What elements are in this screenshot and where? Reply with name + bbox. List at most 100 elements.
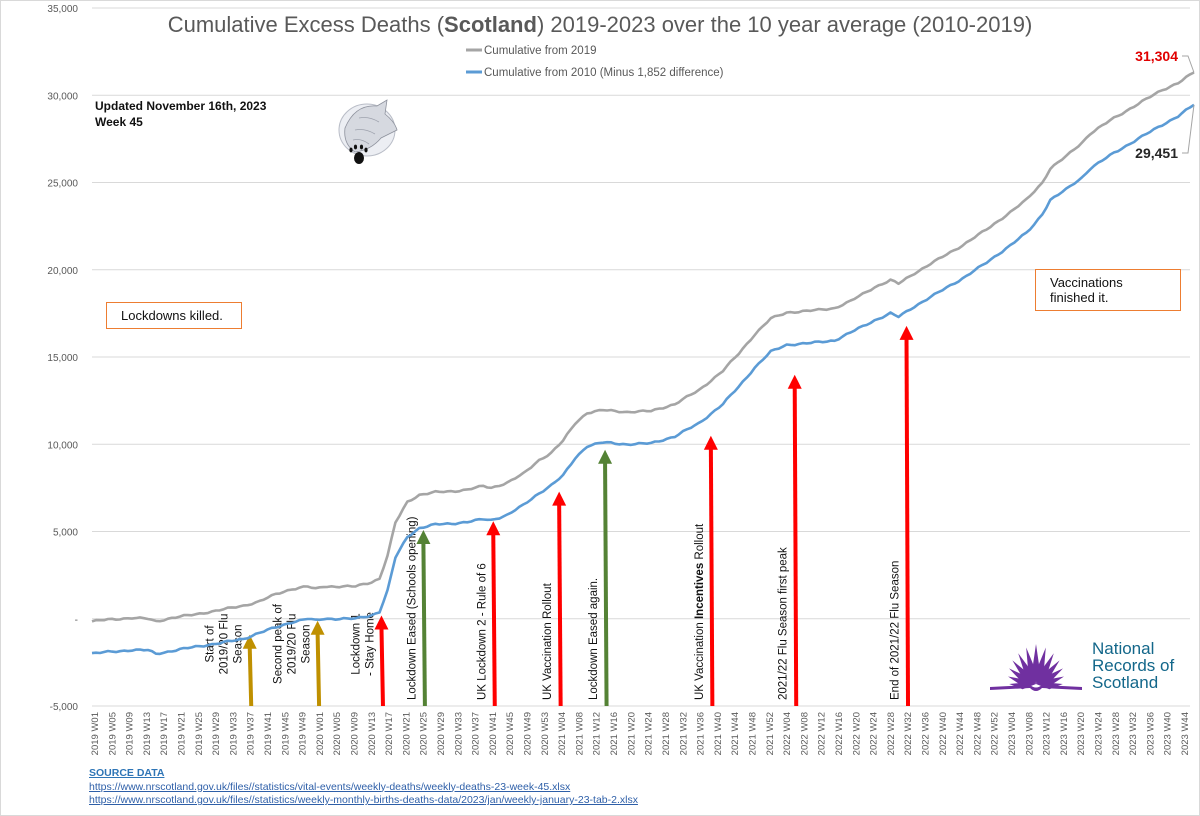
callout-vaccinations: Vaccinations finished it. bbox=[1035, 269, 1181, 311]
x-tick-label: 2022 W44 bbox=[955, 712, 966, 755]
x-tick-label: 2023 W28 bbox=[1111, 712, 1122, 755]
x-tick-label: 2021 W24 bbox=[644, 712, 655, 755]
arrow-head-icon bbox=[486, 521, 501, 536]
arrow-shaft bbox=[603, 461, 609, 707]
updated-date: Updated November 16th, 2023 bbox=[95, 99, 267, 113]
x-axis-ticks: 2019 W01 2019 W05 2019 W09 2019 W13 2019 W17… bbox=[90, 712, 1191, 755]
updated-week: Week 45 bbox=[95, 115, 143, 129]
x-tick-label: 2019 W41 bbox=[263, 712, 274, 755]
series-lines bbox=[91, 71, 1195, 656]
legend-label-gray: Cumulative from 2019 bbox=[484, 45, 597, 57]
leader-line bbox=[1181, 55, 1195, 73]
x-tick-label: 2022 W12 bbox=[817, 712, 828, 755]
arrow-head-icon bbox=[416, 530, 431, 545]
annotation-line: End of 2021/22 Flu Season bbox=[890, 561, 902, 700]
x-tick-label: 2022 W48 bbox=[972, 712, 983, 755]
x-tick-label: 2019 W21 bbox=[177, 712, 188, 755]
y-tick-label: 35,000 bbox=[47, 4, 78, 15]
x-tick-label: 2021 W12 bbox=[592, 712, 603, 755]
annotation-label: 2021/22 Flu Season first peak bbox=[778, 547, 790, 700]
x-tick-label: 2023 W24 bbox=[1093, 712, 1104, 755]
annotation-arrow: Lockdown 1- Stay Home bbox=[350, 612, 389, 707]
arrow-shaft bbox=[379, 627, 385, 707]
logo-petal bbox=[1036, 653, 1054, 684]
callout-lockdowns: Lockdowns killed. bbox=[106, 302, 242, 329]
annotation-label: Lockdown 1- Stay Home bbox=[350, 612, 376, 676]
x-tick-label: 2019 W01 bbox=[90, 712, 101, 755]
x-tick-label: 2023 W44 bbox=[1180, 712, 1191, 755]
x-tick-label: 2020 W33 bbox=[453, 712, 464, 755]
x-tick-label: 2019 W05 bbox=[107, 712, 118, 755]
nrs-line-3: Scotland bbox=[1092, 673, 1159, 692]
title-part-1: Cumulative Excess Deaths ( bbox=[168, 12, 445, 37]
nrs-logo-text: National Records of Scotland bbox=[1092, 640, 1174, 691]
x-tick-label: 2023 W36 bbox=[1145, 712, 1156, 755]
x-tick-label: 2023 W20 bbox=[1076, 712, 1087, 755]
annotation-arrow: Lockdown Eased (Schools opening) bbox=[406, 516, 431, 707]
annotation-line: - Stay Home bbox=[364, 612, 376, 676]
gridlines bbox=[92, 7, 1190, 707]
x-tick-label: 2021 W08 bbox=[574, 712, 585, 755]
x-tick-label: 2022 W28 bbox=[886, 712, 897, 755]
annotation-label: End of 2021/22 Flu Season bbox=[890, 561, 902, 700]
wolf-image bbox=[338, 99, 398, 164]
arrow-shaft bbox=[904, 337, 911, 707]
end-label-from-2010: 29,451 bbox=[1135, 145, 1178, 161]
x-tick-label: 2020 W13 bbox=[367, 712, 378, 755]
logo-petal bbox=[1036, 676, 1064, 686]
arrow-shaft bbox=[491, 533, 497, 707]
annotation-segment: Rollout bbox=[694, 523, 706, 563]
x-tick-label: 2021 W04 bbox=[557, 712, 568, 755]
series-line-from-2019 bbox=[91, 71, 1195, 623]
x-tick-label: 2019 W25 bbox=[194, 712, 205, 755]
annotation-line: UK Vaccination Rollout bbox=[542, 582, 554, 700]
arrow-shaft bbox=[792, 386, 799, 707]
annotation-arrow: UK Vaccination Rollout bbox=[542, 491, 567, 707]
x-tick-label: 2021 W28 bbox=[661, 712, 672, 755]
source-link-2[interactable]: https://www.nrscotland.gov.uk/files//sta… bbox=[89, 794, 638, 806]
x-tick-label: 2022 W04 bbox=[782, 712, 793, 755]
x-tick-label: 2022 W20 bbox=[851, 712, 862, 755]
annotation-arrow: Start of 2019/20 Flu Season bbox=[205, 614, 257, 707]
x-tick-label: 2020 W53 bbox=[540, 712, 551, 755]
x-tick-label: 2020 W49 bbox=[523, 712, 534, 755]
x-tick-label: 2022 W24 bbox=[869, 712, 880, 755]
source-link-1[interactable]: https://www.nrscotland.gov.uk/files//sta… bbox=[89, 780, 571, 793]
annotation-segment: Incentives bbox=[694, 563, 706, 619]
nrs-logo-icon bbox=[990, 644, 1082, 691]
x-tick-label: 2019 W13 bbox=[142, 712, 153, 755]
end-label-from-2019: 31,304 bbox=[1135, 48, 1178, 64]
annotation-arrow: End of 2021/22 Flu Season bbox=[890, 325, 914, 707]
annotation-arrow: Second peak of 2019/20 Flu Season bbox=[273, 603, 325, 707]
x-tick-label: 2022 W08 bbox=[799, 712, 810, 755]
end-labels: 31,304 29,451 bbox=[1135, 48, 1195, 161]
x-tick-label: 2019 W49 bbox=[298, 712, 309, 755]
logo-petal bbox=[1026, 647, 1036, 684]
title-part-3: ) 2019-2023 over the 10 year average (20… bbox=[537, 12, 1032, 37]
arrow-shaft bbox=[708, 447, 715, 707]
nrs-line-1: National bbox=[1092, 639, 1155, 658]
x-tick-label: 2023 W08 bbox=[1024, 712, 1035, 755]
chart-title: Cumulative Excess Deaths (Scotland) 2019… bbox=[168, 12, 1033, 37]
y-axis-ticks: -5,000-5,00010,00015,00020,00025,00030,0… bbox=[47, 4, 78, 713]
x-tick-label: 2023 W32 bbox=[1128, 712, 1139, 755]
x-tick-label: 2020 W25 bbox=[419, 712, 430, 755]
annotation-label: Lockdown Eased again. bbox=[588, 578, 600, 700]
annotation-line: 2019/20 Flu bbox=[219, 614, 231, 675]
arrow-head-icon bbox=[598, 449, 613, 464]
arrow-shaft bbox=[557, 503, 563, 707]
x-tick-label: 2019 W09 bbox=[125, 712, 136, 755]
arrow-head-icon bbox=[310, 620, 325, 635]
y-tick-label: 15,000 bbox=[47, 353, 78, 364]
annotation-line: Lockdown Eased again. bbox=[588, 578, 600, 700]
y-tick-label: - bbox=[75, 615, 78, 626]
updated-note: Updated November 16th, 2023 Week 45 bbox=[95, 98, 266, 130]
x-tick-label: 2019 W37 bbox=[246, 712, 257, 755]
annotation-line: Second peak of bbox=[273, 603, 285, 684]
arrow-shaft bbox=[421, 541, 427, 707]
annotation-arrow: UK Lockdown 2 - Rule of 6 bbox=[476, 521, 501, 707]
annotation-label: Start of 2019/20 Flu Season bbox=[205, 614, 245, 675]
annotation-label: UK Vaccination Incentives Rollout bbox=[694, 523, 706, 700]
y-tick-label: 25,000 bbox=[47, 179, 78, 190]
